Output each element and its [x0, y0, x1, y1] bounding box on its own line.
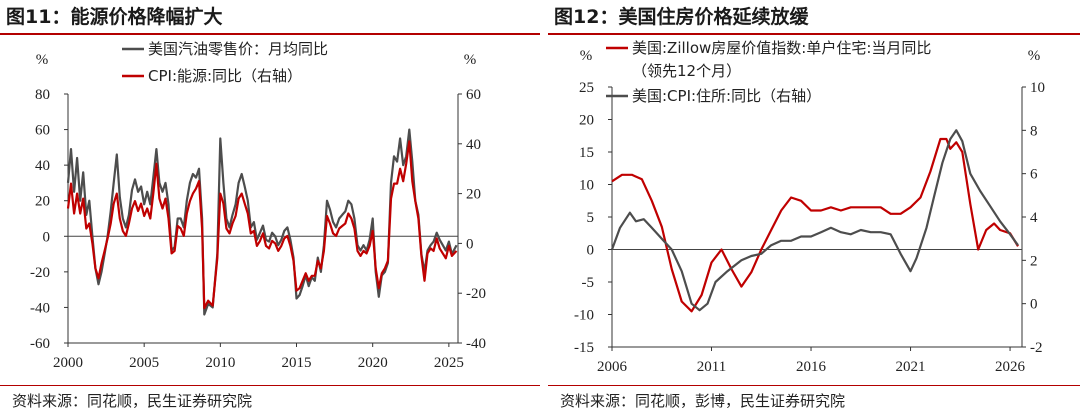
right-tick-label: 20	[466, 187, 481, 203]
x-tick-label: 2011	[697, 359, 726, 375]
series-line-1	[66, 128, 458, 316]
source-note: 资料来源：同花顺，彭博，民生证券研究院	[560, 392, 846, 410]
title-rule	[0, 33, 540, 35]
x-tick-label: 2000	[53, 355, 83, 371]
legend-label-1: （领先12个月）	[632, 62, 741, 80]
x-tick-label: 2020	[358, 355, 388, 371]
title-rule	[548, 33, 1080, 35]
x-tick-label: 2025	[434, 355, 464, 371]
left-tick-label: -20	[30, 265, 50, 281]
legend-label-1: 美国汽油零售价：月均同比	[148, 40, 328, 58]
x-tick-label: 2016	[796, 359, 827, 375]
x-tick-label: 2010	[205, 355, 235, 371]
x-tick-label: 2005	[129, 355, 159, 371]
left-tick-label: 10	[579, 178, 594, 194]
left-tick-label: -60	[30, 336, 50, 352]
left-tick-label: 15	[579, 145, 594, 161]
source-rule	[0, 385, 540, 386]
left-tick-label: 20	[579, 113, 594, 129]
right-tick-label: -40	[466, 336, 486, 352]
legend-label-1: 美国:Zillow房屋价值指数:单户住宅:当月同比	[632, 39, 931, 57]
x-tick-label: 2015	[282, 355, 312, 371]
left-tick-label: 40	[35, 158, 50, 174]
left-tick-label: -5	[582, 275, 595, 291]
left-axis-unit: %	[580, 48, 593, 64]
series-line-1	[611, 137, 1019, 313]
left-tick-label: -40	[30, 300, 50, 316]
x-tick-label: 2006	[597, 359, 628, 375]
legend-label-2: 美国:CPI:住所:同比（右轴）	[632, 87, 821, 105]
left-axis-unit: %	[36, 52, 49, 68]
right-tick-label: 10	[1030, 80, 1045, 96]
right-tick-label: 40	[466, 137, 481, 153]
legend-label-2: CPI:能源:同比（右轴）	[148, 67, 302, 85]
left-tick-label: -10	[574, 308, 594, 324]
right-tick-label: 0	[1030, 297, 1038, 313]
series-line-2	[610, 129, 1019, 312]
right-tick-label: 4	[1030, 210, 1038, 226]
left-tick-label: 25	[579, 80, 594, 96]
left-tick-label: 20	[35, 194, 50, 210]
right-tick-label: 6	[1030, 167, 1038, 183]
right-axis-unit: %	[1028, 48, 1041, 64]
left-tick-label: 60	[35, 123, 50, 139]
figure-title: 图12：美国住房价格延续放缓	[554, 6, 809, 28]
energy-price-line-chart: % % 80 60 40 20 0 -20 -40 -60 60 40 20 0 -20 -40 2000 200…	[30, 40, 486, 371]
figure-title: 图11：能源价格降幅扩大	[6, 6, 223, 28]
right-tick-label: 0	[466, 236, 474, 252]
left-tick-label: 80	[35, 87, 50, 103]
right-tick-label: -20	[466, 286, 486, 302]
x-tick-label: 2021	[896, 359, 926, 375]
right-tick-label: 60	[466, 87, 481, 103]
right-axis-unit: %	[464, 52, 477, 68]
series-line-2	[66, 140, 458, 310]
x-tick-label: 2026	[995, 359, 1026, 375]
right-tick-label: 8	[1030, 123, 1038, 139]
left-tick-label: -15	[574, 340, 594, 356]
right-tick-label: -2	[1030, 340, 1043, 356]
left-tick-label: 5	[587, 210, 595, 226]
figure-12-panel: 图12：美国住房价格延续放缓 %% 25 20 15 10 5 0 -5 -10 -15 10 8 6 4…	[548, 0, 1080, 411]
right-tick-label: 2	[1030, 253, 1038, 269]
source-rule	[548, 385, 1080, 386]
left-tick-label: 0	[587, 243, 595, 259]
left-tick-label: 0	[43, 229, 51, 245]
source-note: 资料来源：同花顺，民生证券研究院	[12, 392, 253, 410]
figure-11-panel: 图11：能源价格降幅扩大 %% 80 60 40 20 0 -20 -40 -60 60 40 20 0…	[0, 6, 540, 410]
